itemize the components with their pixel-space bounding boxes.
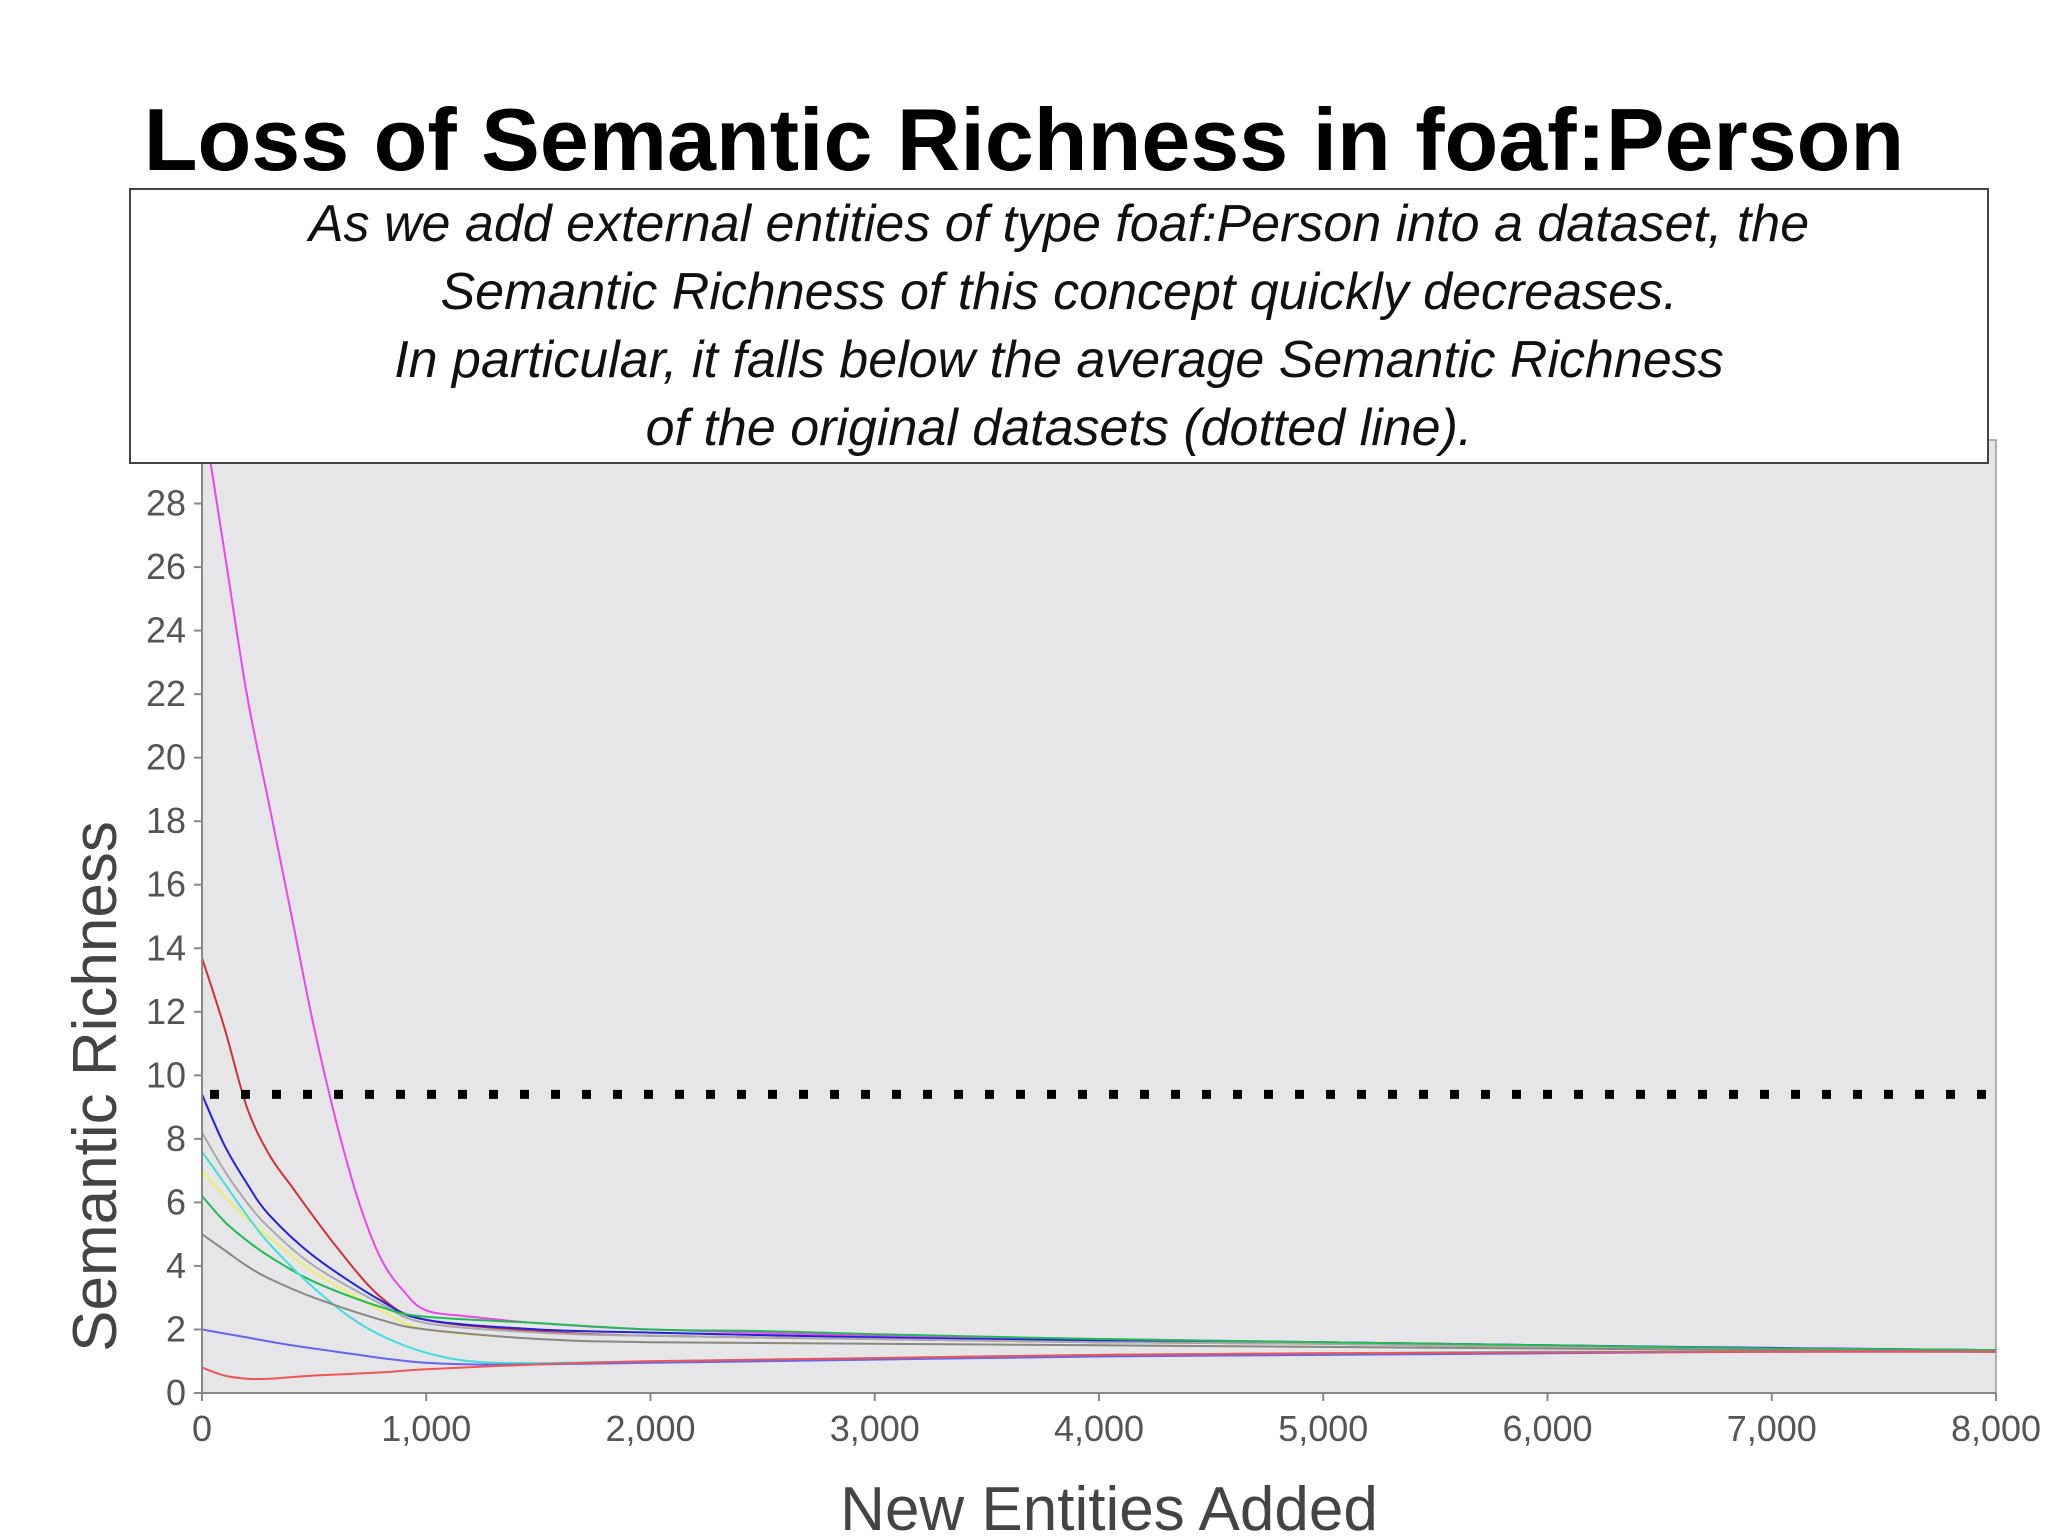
y-tick-label: 26 — [146, 546, 186, 587]
series-line — [202, 1233, 1996, 1353]
y-tick-label: 22 — [146, 673, 186, 714]
x-tick-label: 0 — [192, 1408, 212, 1449]
series-line — [202, 1350, 1996, 1381]
caption-line: In particular, it falls below the averag… — [394, 331, 1724, 389]
x-tick-label: 6,000 — [1502, 1408, 1592, 1449]
caption-line: As we add external entities of type foaf… — [308, 195, 1810, 253]
x-axis-title: New Entities Added — [840, 1475, 1378, 1536]
x-tick-label: 8,000 — [1951, 1408, 2041, 1449]
y-tick-label: 14 — [146, 927, 186, 968]
x-tick-label: 5,000 — [1278, 1408, 1368, 1449]
x-tick-label: 2,000 — [605, 1408, 695, 1449]
series-line — [202, 1195, 1996, 1352]
y-tick-label: 4 — [166, 1245, 186, 1286]
series-lines — [202, 420, 1996, 1381]
y-axis-title: Semantic Richness — [61, 821, 130, 1352]
y-tick-label: 10 — [146, 1054, 186, 1095]
y-tick-label: 16 — [146, 864, 186, 905]
y-tick-label: 8 — [166, 1118, 186, 1159]
caption-line: Semantic Richness of this concept quickl… — [440, 263, 1678, 321]
y-tick-label: 12 — [146, 991, 186, 1032]
y-tick-label: 6 — [166, 1181, 186, 1222]
caption-box: As we add external entities of type foaf… — [129, 188, 1989, 464]
x-tick-label: 7,000 — [1727, 1408, 1817, 1449]
y-tick-label: 24 — [146, 610, 186, 651]
y-tick-label: 18 — [146, 800, 186, 841]
slide-title: Loss of Semantic Richness in foaf:Person — [143, 90, 1905, 189]
x-tick-label: 4,000 — [1054, 1408, 1144, 1449]
y-tick-label: 20 — [146, 737, 186, 778]
x-tick-label: 3,000 — [830, 1408, 920, 1449]
caption-line: of the original datasets (dotted line). — [645, 399, 1473, 457]
x-tick-label: 1,000 — [381, 1408, 471, 1449]
series-line — [202, 1131, 1996, 1352]
y-tick-label: 2 — [166, 1308, 186, 1349]
y-tick-label: 0 — [166, 1372, 186, 1413]
y-tick-label: 28 — [146, 483, 186, 524]
plot-area — [201, 439, 1997, 1394]
